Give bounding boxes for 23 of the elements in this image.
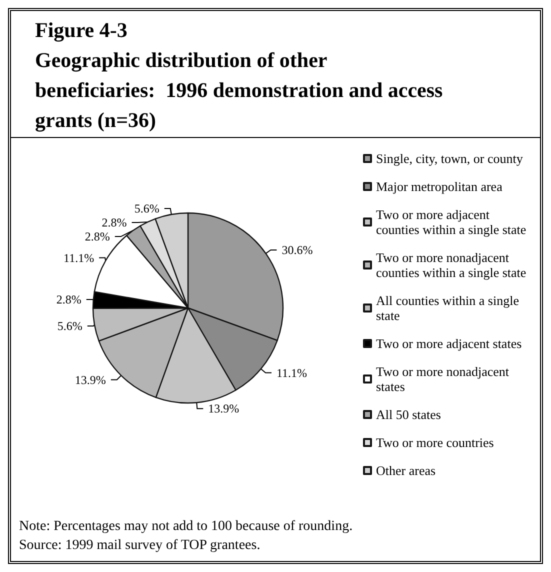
data-label: 2.8% [56,292,82,306]
data-label: 30.6% [282,243,313,258]
legend-label: All counties within a single state [376,293,522,323]
data-label: 5.6% [134,202,160,216]
legend-label: Major metropolitan area [376,179,503,194]
chart-title: Figure 4-3 Geographic distribution of other beneficiaries: 1996 demonstration and access grants (n=36) [35,17,444,134]
data-label: 2.8% [84,230,110,244]
legend-label: Two or more adjacent states [376,336,522,351]
legend-label: All 50 states [376,407,441,422]
data-label: 11.1% [276,366,308,380]
legend-label: Two or more adjacent counties within a single state [376,207,526,237]
data-label: 13.9% [208,402,240,416]
legend-label: Other areas [376,463,436,478]
text: Note: Percentages may not add to 100 because of rounding. [19,519,354,535]
legend-label: Two or more nonadjacent counties within a single state [376,250,526,280]
legend-label: Single, city, town, or county [376,151,524,166]
data-label: 11.1% [64,250,94,265]
legend-label: Two or more nonadjacent states [376,364,512,394]
data-label: 2.8% [102,216,127,230]
source-note: Source: 1999 mail survey of TOP grantees. [19,538,262,554]
data-label: 5.6% [57,318,82,333]
data-label: 13.9% [74,372,106,387]
legend-label: Two or more countries [376,435,494,450]
